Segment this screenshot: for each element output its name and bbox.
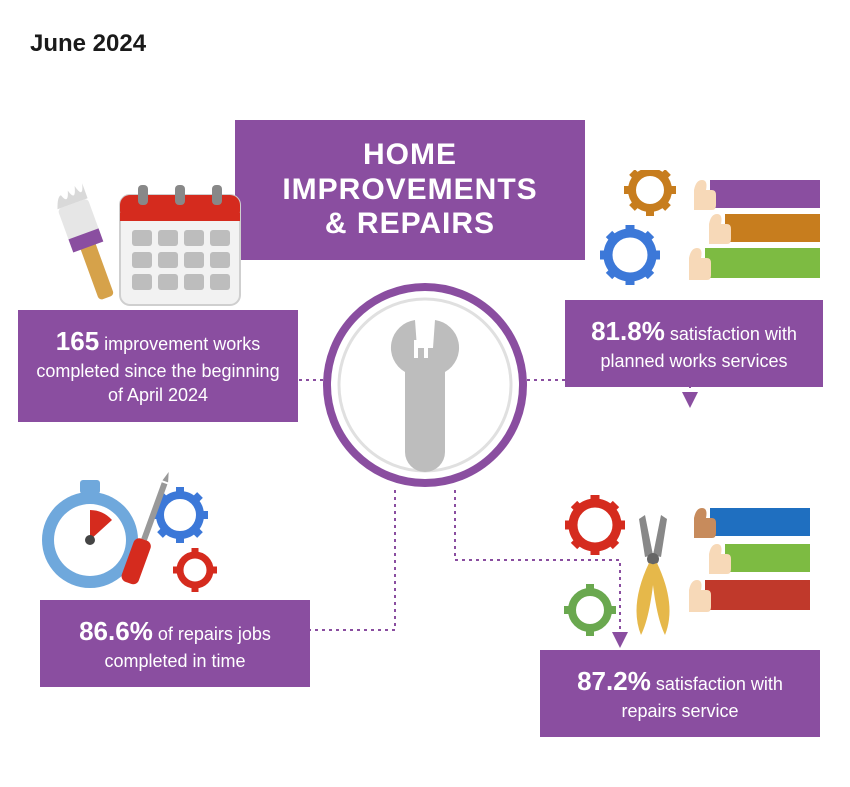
center-wrench-icon <box>320 280 530 490</box>
stat-box-planned-satisfaction: 81.8% satisfaction with planned works se… <box>565 300 823 387</box>
pliers-thumbs-icon <box>550 490 810 650</box>
stat-value: 81.8% <box>591 316 665 346</box>
title-line-2: IMPROVEMENTS <box>255 173 565 208</box>
stat-box-improvements-completed: 165 improvement works completed since th… <box>18 310 298 422</box>
calendar-paintbrush-icon <box>50 170 250 310</box>
main-title: HOME IMPROVEMENTS & REPAIRS <box>235 120 585 260</box>
stopwatch-tools-icon <box>35 470 235 600</box>
stat-box-repairs-on-time: 86.6% of repairs jobs completed in time <box>40 600 310 687</box>
stat-value: 87.2% <box>577 666 651 696</box>
stat-value: 86.6% <box>79 616 153 646</box>
stat-value: 165 <box>56 326 99 356</box>
stat-box-repairs-satisfaction: 87.2% satisfaction with repairs service <box>540 650 820 737</box>
report-date: June 2024 <box>30 30 146 58</box>
title-line-1: HOME <box>255 138 565 173</box>
title-line-3: & REPAIRS <box>255 207 565 242</box>
thumbs-up-gears-icon <box>600 170 820 300</box>
